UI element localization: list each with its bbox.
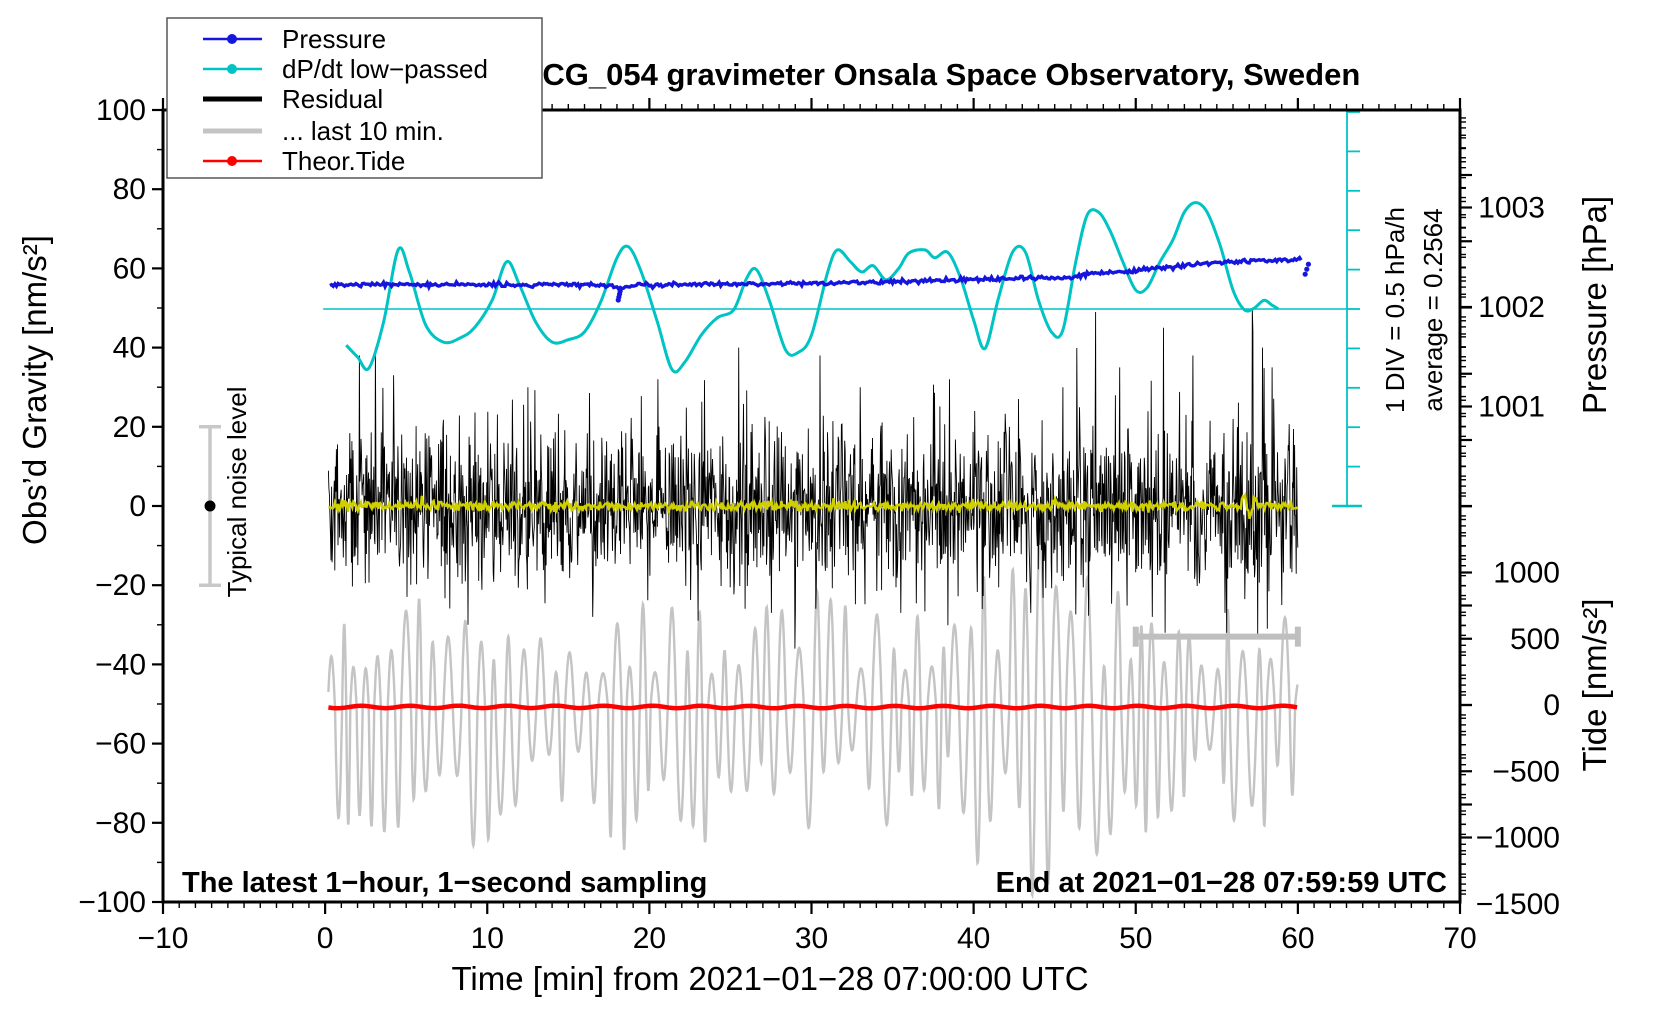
x-tick-label: 60: [1281, 922, 1314, 955]
x-tick-label: −10: [138, 922, 189, 955]
pressure-tick-label: 1001: [1478, 391, 1545, 424]
tide-tick-label: −1500: [1476, 888, 1560, 921]
axes-frame: [152, 98, 1472, 914]
gravity-tick-label: 20: [113, 411, 146, 444]
legend-label-theortide: Theor.Tide: [282, 146, 405, 176]
gravity-tick-label: −40: [95, 648, 146, 681]
tide-tick-label: −1000: [1476, 822, 1560, 855]
x-tick-label: 40: [957, 922, 990, 955]
legend-label-dpdt: dP/dt low−passed: [282, 54, 488, 84]
dpdt-dot-sample: [227, 64, 237, 74]
gravity-tick-label: −20: [95, 569, 146, 602]
tide-tick-label: −500: [1492, 755, 1560, 788]
pressure-tick-label: 1003: [1478, 192, 1545, 225]
noise-errorbar-dot: [204, 500, 216, 512]
x-tick-label: 30: [795, 922, 828, 955]
tick-labels-layer: −10 0 10 20 30 40 50 60 70−100−80−60−40−20020406…: [78, 94, 1560, 955]
legend-item-residual: Residual: [203, 84, 383, 114]
x-tick-label: 20: [633, 922, 666, 955]
gravity-tick-label: 80: [113, 173, 146, 206]
pressure-axis-label: Pressure [hPa]: [1576, 196, 1613, 414]
gravity-tick-label: 100: [96, 94, 146, 127]
legend-item-theortide: Theor.Tide: [203, 146, 405, 176]
overlays-layer: [199, 110, 1362, 647]
pressure-outlier-dot: [1302, 271, 1308, 277]
pressure-outlier-dot: [1304, 266, 1310, 272]
x-axis-label: Time [min] from 2021−01−28 07:00:00 UTC: [451, 960, 1088, 997]
legend-label-last10: ... last 10 min.: [282, 116, 444, 146]
legend-label-pressure: Pressure: [282, 24, 386, 54]
tide-tick-label: 500: [1510, 623, 1560, 656]
pressure-outlier-dot: [617, 288, 623, 294]
theor-tide-line: [328, 703, 1298, 711]
gravity-tick-label: −100: [78, 886, 146, 919]
residual-lowpass-curve: [327, 491, 1299, 520]
tide-axis-label: Tide [nm/s²]: [1576, 599, 1613, 772]
x-tick-label: 10: [471, 922, 504, 955]
tide-tick-label: 1000: [1493, 557, 1560, 590]
div-scale-label: 1 DIV = 0.5 hPa/h: [1380, 207, 1410, 413]
tide-tick-label: 0: [1543, 689, 1560, 722]
gravity-tick-label: 0: [129, 490, 146, 523]
pressure-outlier-dot: [1305, 261, 1312, 267]
legend-item-last10: ... last 10 min.: [203, 116, 444, 146]
gravity-tick-label: −80: [95, 807, 146, 840]
sampling-annotation: The latest 1−hour, 1−second sampling: [182, 867, 707, 899]
gravity-tick-label: 60: [113, 252, 146, 285]
typical-noise-level-label: Typical noise level: [222, 387, 252, 598]
x-tick-label: 50: [1119, 922, 1152, 955]
gravity-tick-label: 40: [113, 332, 146, 365]
pressure-dot-sample: [227, 34, 237, 44]
dpdt-curve: [345, 201, 1280, 374]
legend-item-pressure: Pressure: [203, 24, 386, 54]
average-value-label: average = 0.2564: [1418, 208, 1448, 411]
theortide-dot-sample: [227, 156, 237, 166]
legend-item-dpdt: dP/dt low−passed: [203, 54, 488, 84]
legend: Pressure dP/dt low−passed Residual ... l…: [166, 17, 543, 179]
x-tick-label: 0: [317, 922, 334, 955]
chart-title: SCG_054 gravimeter Onsala Space Observat…: [522, 57, 1361, 92]
x-tick-label: 70: [1443, 922, 1476, 955]
legend-label-residual: Residual: [282, 84, 383, 114]
pressure-tick-label: 1002: [1478, 291, 1545, 324]
gravity-tick-label: −60: [95, 728, 146, 761]
y-left-axis-label: Obs’d Gravity [nm/s²]: [16, 235, 53, 545]
end-time-annotation: End at 2021−01−28 07:59:59 UTC: [996, 867, 1447, 899]
curves-layer: [323, 201, 1347, 900]
last10min-curve: [327, 527, 1299, 900]
residual-curve: [327, 307, 1299, 649]
pressure-curve: [329, 254, 1303, 292]
